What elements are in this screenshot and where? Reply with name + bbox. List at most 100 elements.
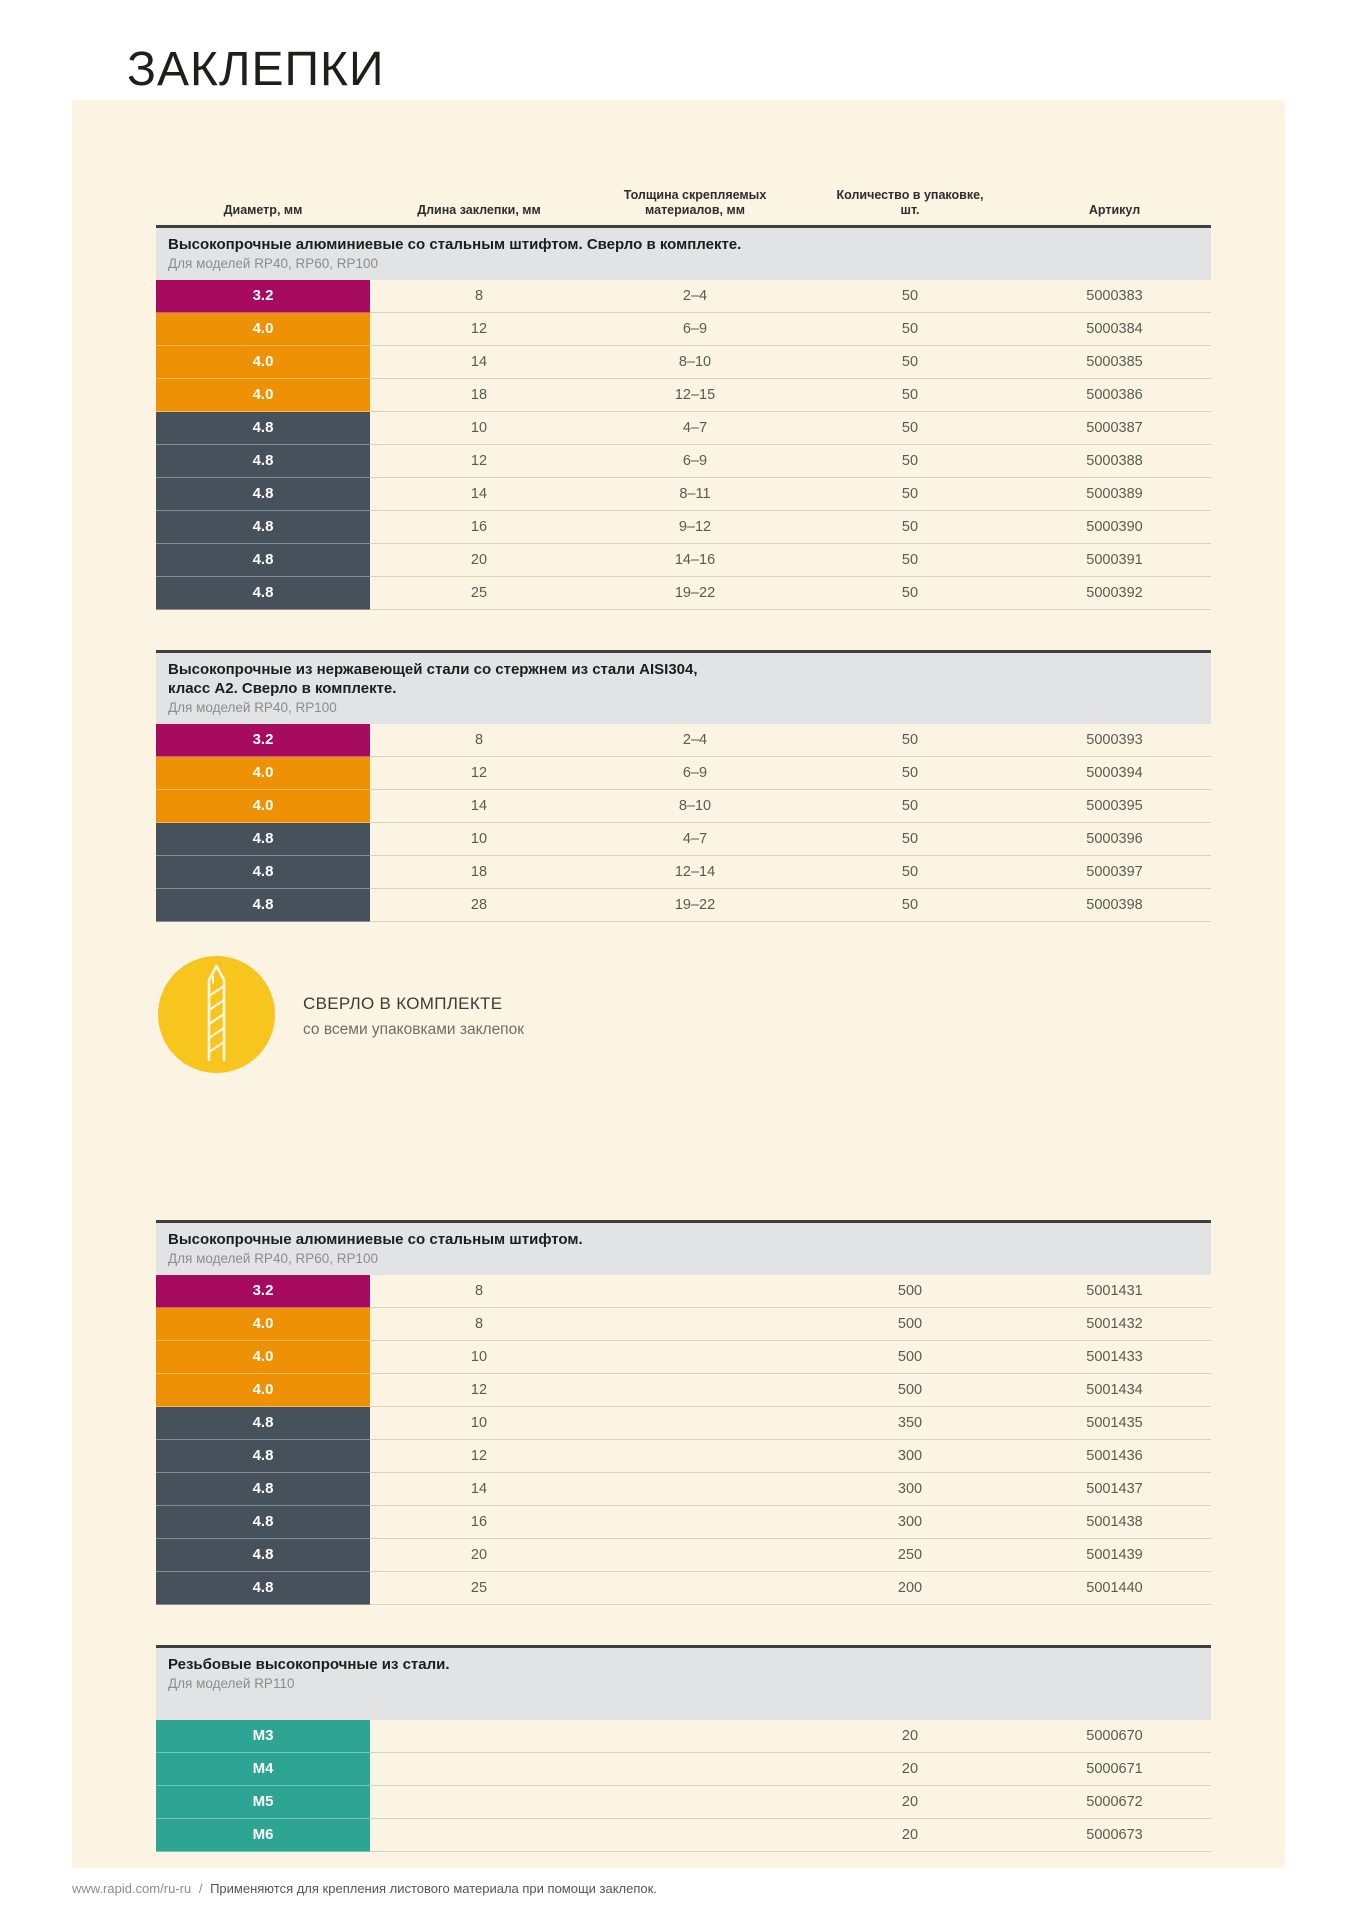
thickness-cell: 19–22 bbox=[588, 889, 802, 922]
length-cell: 14 bbox=[370, 346, 588, 379]
rivet-table: Диаметр, мм Длина заклепки, мм Толщина с… bbox=[156, 100, 1211, 1852]
diameter-cell: M5 bbox=[156, 1786, 370, 1819]
section-title: Высокопрочные из нержавеющей стали со ст… bbox=[168, 660, 1199, 698]
column-header-article: Артикул bbox=[1088, 203, 1141, 217]
thickness-cell bbox=[588, 1374, 802, 1407]
article-cell: 5000398 bbox=[1018, 889, 1211, 922]
table-row: 4.0 10 500 5001433 bbox=[156, 1341, 1211, 1374]
quantity-cell: 200 bbox=[802, 1572, 1018, 1605]
thickness-cell: 12–14 bbox=[588, 856, 802, 889]
footer-note: Применяются для крепления листового мате… bbox=[210, 1881, 657, 1896]
thickness-cell: 19–22 bbox=[588, 577, 802, 610]
diameter-cell: M6 bbox=[156, 1819, 370, 1852]
article-cell: 5001435 bbox=[1018, 1407, 1211, 1440]
table-row: 3.2 8 500 5001431 bbox=[156, 1275, 1211, 1308]
column-header-length: Длина заклепки, мм bbox=[417, 203, 541, 217]
length-cell: 18 bbox=[370, 379, 588, 412]
length-cell: 16 bbox=[370, 1506, 588, 1539]
article-cell: 5000392 bbox=[1018, 577, 1211, 610]
thickness-cell: 6–9 bbox=[588, 445, 802, 478]
thickness-cell: 12–15 bbox=[588, 379, 802, 412]
table-row: 4.8 16 300 5001438 bbox=[156, 1506, 1211, 1539]
table-row: 4.8 12 6–9 50 5000388 bbox=[156, 445, 1211, 478]
quantity-cell: 50 bbox=[802, 280, 1018, 313]
badge-title: СВЕРЛО В КОМПЛЕКТЕ bbox=[303, 994, 503, 1013]
diameter-cell: 4.0 bbox=[156, 1374, 370, 1407]
diameter-cell: 4.8 bbox=[156, 478, 370, 511]
diameter-cell: 4.0 bbox=[156, 379, 370, 412]
length-cell: 10 bbox=[370, 412, 588, 445]
diameter-cell: 4.8 bbox=[156, 412, 370, 445]
quantity-cell: 500 bbox=[802, 1341, 1018, 1374]
article-cell: 5000397 bbox=[1018, 856, 1211, 889]
section-header: Резьбовые высокопрочные из стали. Для мо… bbox=[156, 1648, 1211, 1720]
quantity-cell: 50 bbox=[802, 478, 1018, 511]
thickness-cell bbox=[588, 1572, 802, 1605]
length-cell: 8 bbox=[370, 280, 588, 313]
length-cell: 12 bbox=[370, 1440, 588, 1473]
article-cell: 5001438 bbox=[1018, 1506, 1211, 1539]
section-title: Высокопрочные алюминиевые со стальным шт… bbox=[168, 1230, 1199, 1249]
section-rows: M3 20 5000670 M4 20 5000671 M5 20 500067… bbox=[156, 1720, 1211, 1852]
column-header-quantity: Количество в упаковке, шт. bbox=[836, 188, 984, 217]
quantity-cell: 50 bbox=[802, 313, 1018, 346]
table-row: M4 20 5000671 bbox=[156, 1753, 1211, 1786]
section-rows: 3.2 8 2–4 50 5000383 4.0 12 6–9 50 50003… bbox=[156, 280, 1211, 610]
table-column-headers: Диаметр, мм Длина заклепки, мм Толщина с… bbox=[156, 100, 1211, 225]
quantity-cell: 50 bbox=[802, 412, 1018, 445]
quantity-cell: 50 bbox=[802, 346, 1018, 379]
thickness-cell bbox=[588, 1819, 802, 1852]
table-row: 4.0 14 8–10 50 5000385 bbox=[156, 346, 1211, 379]
length-cell: 20 bbox=[370, 544, 588, 577]
drill-included-badge: СВЕРЛО В КОМПЛЕКТЕ со всеми упаковками з… bbox=[156, 955, 1211, 1078]
column-header-diameter: Диаметр, мм bbox=[223, 203, 303, 217]
section-subtitle: Для моделей RP110 bbox=[168, 1676, 295, 1691]
quantity-cell: 50 bbox=[802, 757, 1018, 790]
thickness-cell: 14–16 bbox=[588, 544, 802, 577]
article-cell: 5001431 bbox=[1018, 1275, 1211, 1308]
article-cell: 5000396 bbox=[1018, 823, 1211, 856]
footer-url: www.rapid.com/ru-ru bbox=[72, 1881, 192, 1896]
diameter-cell: 4.8 bbox=[156, 1506, 370, 1539]
table-row: 4.0 12 500 5001434 bbox=[156, 1374, 1211, 1407]
length-cell: 14 bbox=[370, 1473, 588, 1506]
article-cell: 5000394 bbox=[1018, 757, 1211, 790]
catalog-panel: Диаметр, мм Длина заклепки, мм Толщина с… bbox=[72, 100, 1285, 1868]
table-row: 4.8 12 300 5001436 bbox=[156, 1440, 1211, 1473]
length-cell: 16 bbox=[370, 511, 588, 544]
quantity-cell: 50 bbox=[802, 889, 1018, 922]
diameter-cell: M4 bbox=[156, 1753, 370, 1786]
diameter-cell: 4.8 bbox=[156, 856, 370, 889]
article-cell: 5001433 bbox=[1018, 1341, 1211, 1374]
quantity-cell: 50 bbox=[802, 724, 1018, 757]
thickness-cell: 8–10 bbox=[588, 790, 802, 823]
quantity-cell: 20 bbox=[802, 1753, 1018, 1786]
thickness-cell: 4–7 bbox=[588, 823, 802, 856]
section-title-line: класс А2. Сверло в комплекте. bbox=[168, 680, 397, 697]
length-cell: 14 bbox=[370, 790, 588, 823]
drill-bit-icon bbox=[158, 955, 275, 1078]
page-title: ЗАКЛЕПКИ bbox=[127, 43, 385, 96]
article-cell: 5001434 bbox=[1018, 1374, 1211, 1407]
table-section: Высокопрочные алюминиевые со стальным шт… bbox=[156, 1220, 1211, 1605]
table-row: 4.8 14 300 5001437 bbox=[156, 1473, 1211, 1506]
table-row: 4.8 10 350 5001435 bbox=[156, 1407, 1211, 1440]
section-title-line: Высокопрочные из нержавеющей стали со ст… bbox=[168, 661, 698, 678]
article-cell: 5000386 bbox=[1018, 379, 1211, 412]
table-row: 4.8 28 19–22 50 5000398 bbox=[156, 889, 1211, 922]
length-cell: 10 bbox=[370, 1407, 588, 1440]
badge-subtitle: со всеми упаковками заклепок bbox=[303, 1021, 524, 1038]
quantity-cell: 20 bbox=[802, 1819, 1018, 1852]
article-cell: 5000385 bbox=[1018, 346, 1211, 379]
table-row: M6 20 5000673 bbox=[156, 1819, 1211, 1852]
section-title-line: Высокопрочные алюминиевые со стальным шт… bbox=[168, 236, 742, 253]
quantity-cell: 300 bbox=[802, 1473, 1018, 1506]
section-subtitle: Для моделей RP40, RP60, RP100 bbox=[168, 1251, 379, 1266]
section-title: Высокопрочные алюминиевые со стальным шт… bbox=[168, 235, 1199, 254]
table-row: 4.8 25 19–22 50 5000392 bbox=[156, 577, 1211, 610]
diameter-cell: 4.8 bbox=[156, 1440, 370, 1473]
quantity-cell: 350 bbox=[802, 1407, 1018, 1440]
quantity-cell: 250 bbox=[802, 1539, 1018, 1572]
section-subtitle: Для моделей RP40, RP100 bbox=[168, 700, 337, 715]
quantity-cell: 20 bbox=[802, 1720, 1018, 1753]
